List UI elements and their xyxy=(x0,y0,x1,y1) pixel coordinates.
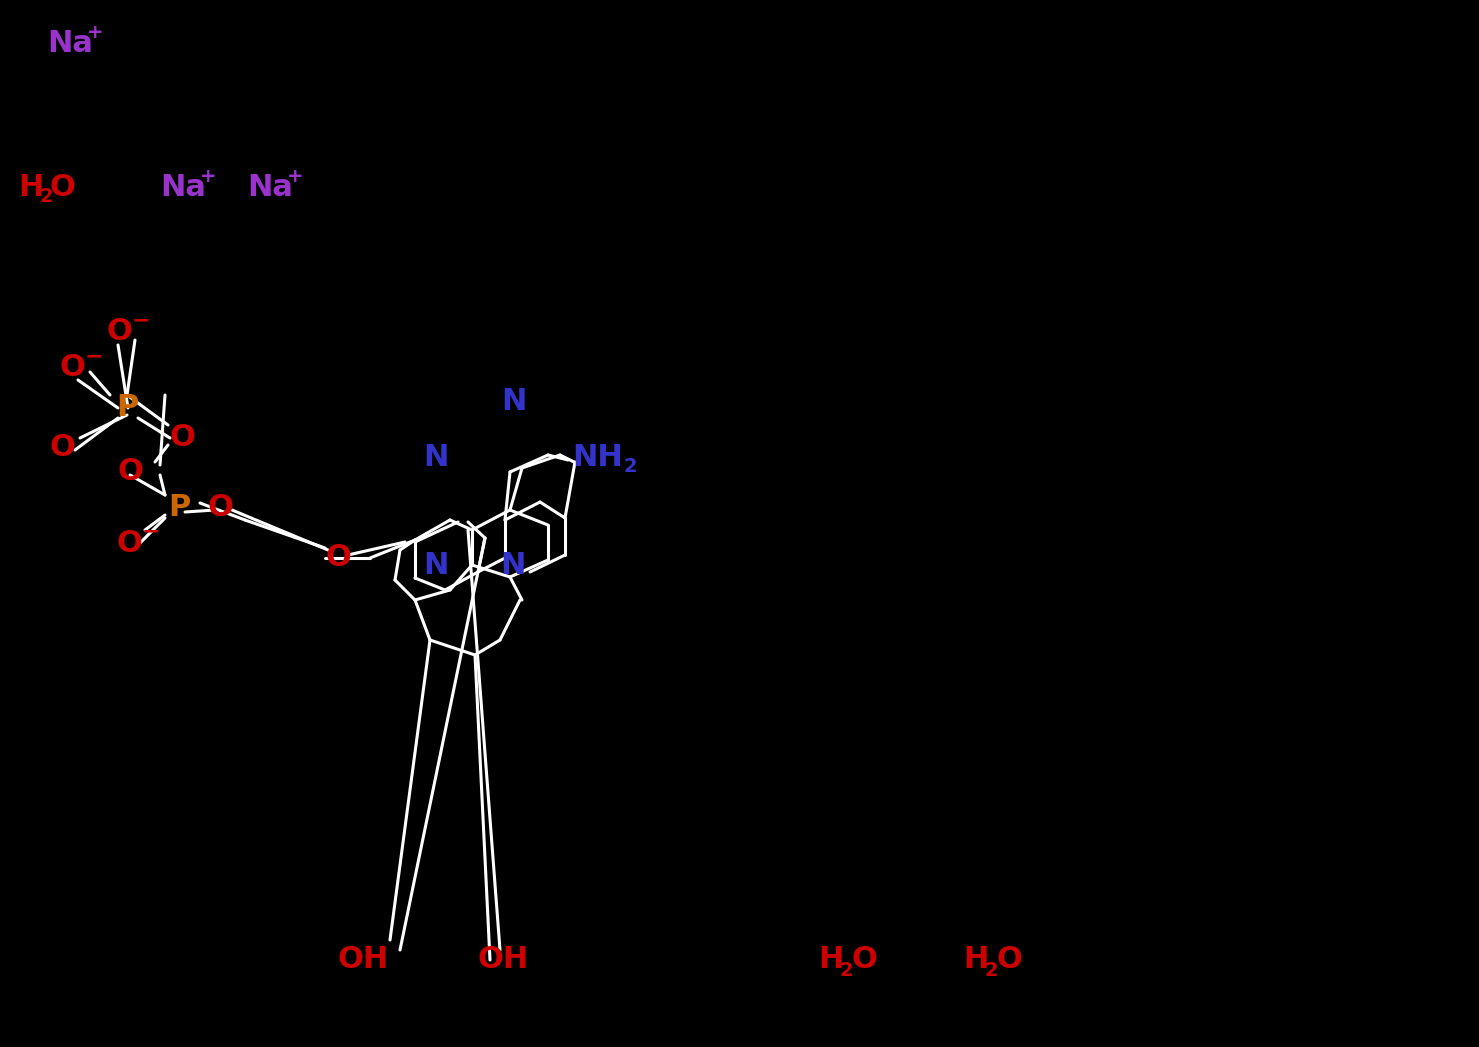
Text: OH: OH xyxy=(339,945,389,975)
Text: −: − xyxy=(84,346,104,366)
Text: Na: Na xyxy=(160,174,206,202)
Text: N: N xyxy=(423,443,448,471)
Text: O: O xyxy=(325,542,352,572)
Text: Na: Na xyxy=(47,28,93,58)
Text: O: O xyxy=(170,423,195,451)
Text: N: N xyxy=(500,551,525,579)
Text: N: N xyxy=(423,551,448,579)
Text: O: O xyxy=(50,432,75,462)
Text: 2: 2 xyxy=(624,458,637,476)
Text: 2: 2 xyxy=(40,186,53,205)
Text: O: O xyxy=(61,354,86,382)
Text: +: + xyxy=(200,168,216,186)
Text: O: O xyxy=(209,492,234,521)
Text: Na: Na xyxy=(247,174,293,202)
Text: +: + xyxy=(87,23,104,43)
Text: O: O xyxy=(117,529,143,557)
Text: O: O xyxy=(106,317,133,347)
Text: H: H xyxy=(818,945,843,975)
Text: O: O xyxy=(50,174,75,202)
Text: H: H xyxy=(18,174,43,202)
Text: P: P xyxy=(169,493,191,522)
Text: O: O xyxy=(118,458,143,487)
Text: O: O xyxy=(997,945,1023,975)
Text: NH: NH xyxy=(572,443,623,471)
Text: +: + xyxy=(287,168,303,186)
Text: H: H xyxy=(963,945,988,975)
Text: P: P xyxy=(115,394,138,423)
Text: O: O xyxy=(852,945,879,975)
Text: 2: 2 xyxy=(985,960,998,980)
Text: −: − xyxy=(132,310,151,330)
Text: −: − xyxy=(142,521,161,541)
Text: OH: OH xyxy=(478,945,529,975)
Text: N: N xyxy=(501,387,527,417)
Text: 2: 2 xyxy=(840,960,853,980)
